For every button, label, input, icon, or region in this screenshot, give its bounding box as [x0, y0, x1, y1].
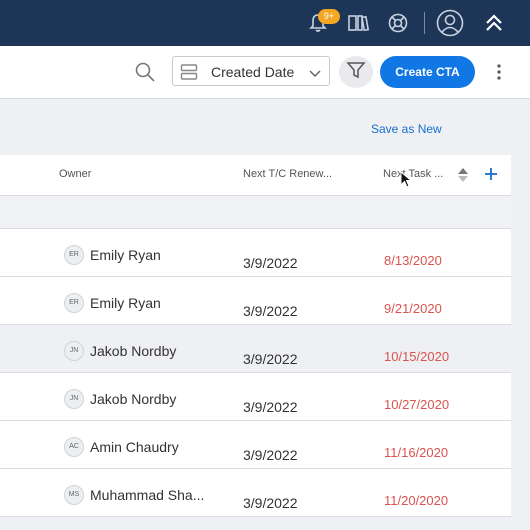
table-row[interactable]: JN Jakob Nordby 3/9/2022 10/15/2020 — [0, 325, 511, 373]
owner-cell: Muhammad Sha... — [90, 487, 205, 503]
owner-cell: Emily Ryan — [90, 247, 161, 263]
nav-divider — [424, 12, 425, 34]
list-icon — [180, 63, 198, 86]
avatar: ER — [64, 245, 84, 265]
table-row[interactable]: JN Jakob Nordby 3/9/2022 10/27/2020 — [0, 373, 511, 421]
collapse-up-icon[interactable] — [480, 9, 508, 37]
renewal-date-cell: 3/9/2022 — [243, 303, 298, 319]
save-as-new-link[interactable]: Save as New — [371, 122, 442, 136]
owner-cell: Jakob Nordby — [90, 391, 177, 407]
sort-dropdown-value: Created Date — [211, 64, 295, 80]
avatar: JN — [64, 341, 84, 361]
create-cta-button[interactable]: Create CTA — [380, 56, 475, 88]
filter-icon — [346, 60, 366, 85]
mouse-cursor-icon — [400, 170, 413, 194]
table-row[interactable]: MS Muhammad Sha... 3/9/2022 11/20/2020 — [0, 469, 511, 517]
sort-dropdown[interactable]: Created Date — [172, 56, 330, 86]
table-header: Owner Next T/C Renew... Next Task ... — [0, 155, 511, 196]
column-header-owner[interactable]: Owner — [59, 168, 92, 180]
cta-table: Owner Next T/C Renew... Next Task ... ER… — [0, 155, 511, 517]
table-row[interactable]: AC Amin Chaudry 3/9/2022 11/16/2020 — [0, 421, 511, 469]
next-task-date-cell: 9/21/2020 — [384, 301, 442, 316]
filter-button[interactable] — [339, 56, 373, 88]
notification-badge: 9+ — [318, 9, 340, 24]
next-task-date-cell: 11/16/2020 — [384, 445, 449, 460]
renewal-date-cell: 3/9/2022 — [243, 351, 298, 367]
table-row[interactable]: ER Emily Ryan 3/9/2022 9/21/2020 — [0, 277, 511, 325]
add-column-icon[interactable] — [483, 166, 499, 187]
renewal-date-cell: 3/9/2022 — [243, 447, 298, 463]
avatar: AC — [64, 437, 84, 457]
next-task-date-cell: 10/15/2020 — [384, 349, 450, 364]
table-row[interactable]: ER Emily Ryan 3/9/2022 8/13/2020 — [0, 229, 511, 277]
user-avatar-icon[interactable] — [434, 9, 466, 37]
next-task-date-cell: 11/20/2020 — [384, 493, 449, 508]
more-options-icon[interactable] — [492, 62, 506, 82]
table-group-spacer — [0, 196, 511, 229]
top-nav-bar: 9+ — [0, 0, 530, 46]
chevron-down-icon — [308, 66, 322, 84]
search-icon[interactable] — [134, 61, 158, 85]
column-header-renewal[interactable]: Next T/C Renew... — [243, 168, 333, 180]
toolbar: Created Date Create CTA — [0, 46, 530, 99]
renewal-date-cell: 3/9/2022 — [243, 495, 298, 511]
next-task-date-cell: 8/13/2020 — [384, 253, 442, 268]
help-lifebuoy-icon[interactable] — [384, 9, 412, 37]
renewal-date-cell: 3/9/2022 — [243, 399, 298, 415]
book-icon[interactable] — [344, 9, 372, 37]
sort-arrows-icon[interactable] — [457, 167, 469, 188]
avatar: JN — [64, 389, 84, 409]
column-header-next-task[interactable]: Next Task ... — [383, 168, 444, 180]
avatar: ER — [64, 293, 84, 313]
next-task-date-cell: 10/27/2020 — [384, 397, 450, 412]
owner-cell: Jakob Nordby — [90, 343, 177, 359]
owner-cell: Emily Ryan — [90, 295, 161, 311]
owner-cell: Amin Chaudry — [90, 439, 179, 455]
avatar: MS — [64, 485, 84, 505]
renewal-date-cell: 3/9/2022 — [243, 255, 298, 271]
